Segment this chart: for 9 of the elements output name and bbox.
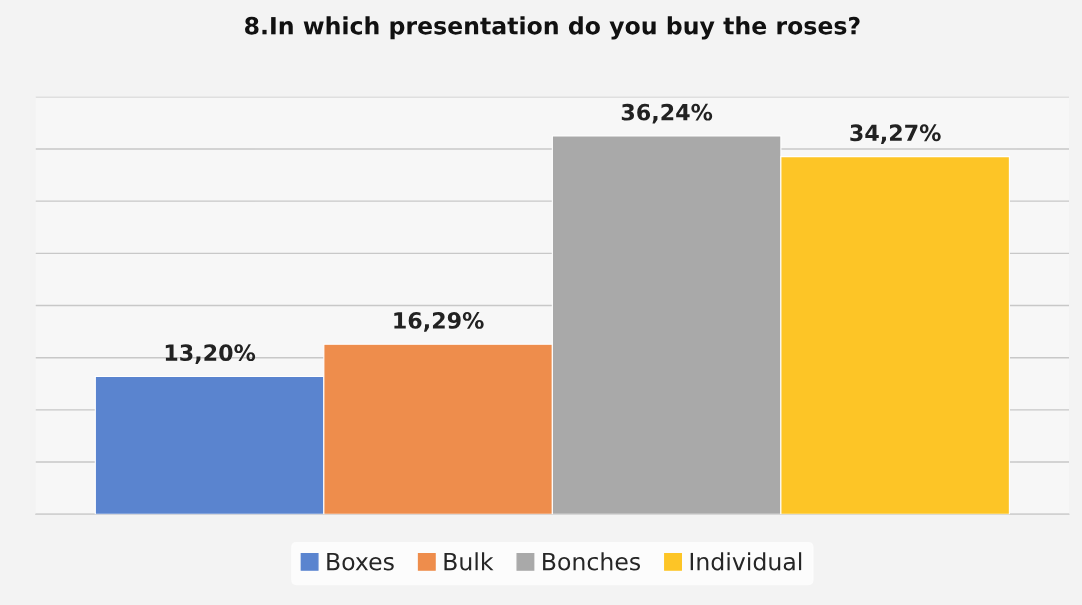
data-label: 34,27% bbox=[850, 124, 941, 145]
legend-label: Bonches bbox=[543, 552, 640, 571]
data-label: 16,29% bbox=[394, 312, 484, 332]
legend-label: Boxes bbox=[327, 552, 394, 571]
data-label: 13,20% bbox=[165, 344, 256, 364]
legend-label: Bulk bbox=[444, 552, 494, 571]
legend-label: Individual bbox=[690, 552, 802, 571]
chart-title: 8.In which presentation do you buy the roses? bbox=[245, 16, 860, 40]
data-label: 36,24% bbox=[621, 103, 713, 124]
